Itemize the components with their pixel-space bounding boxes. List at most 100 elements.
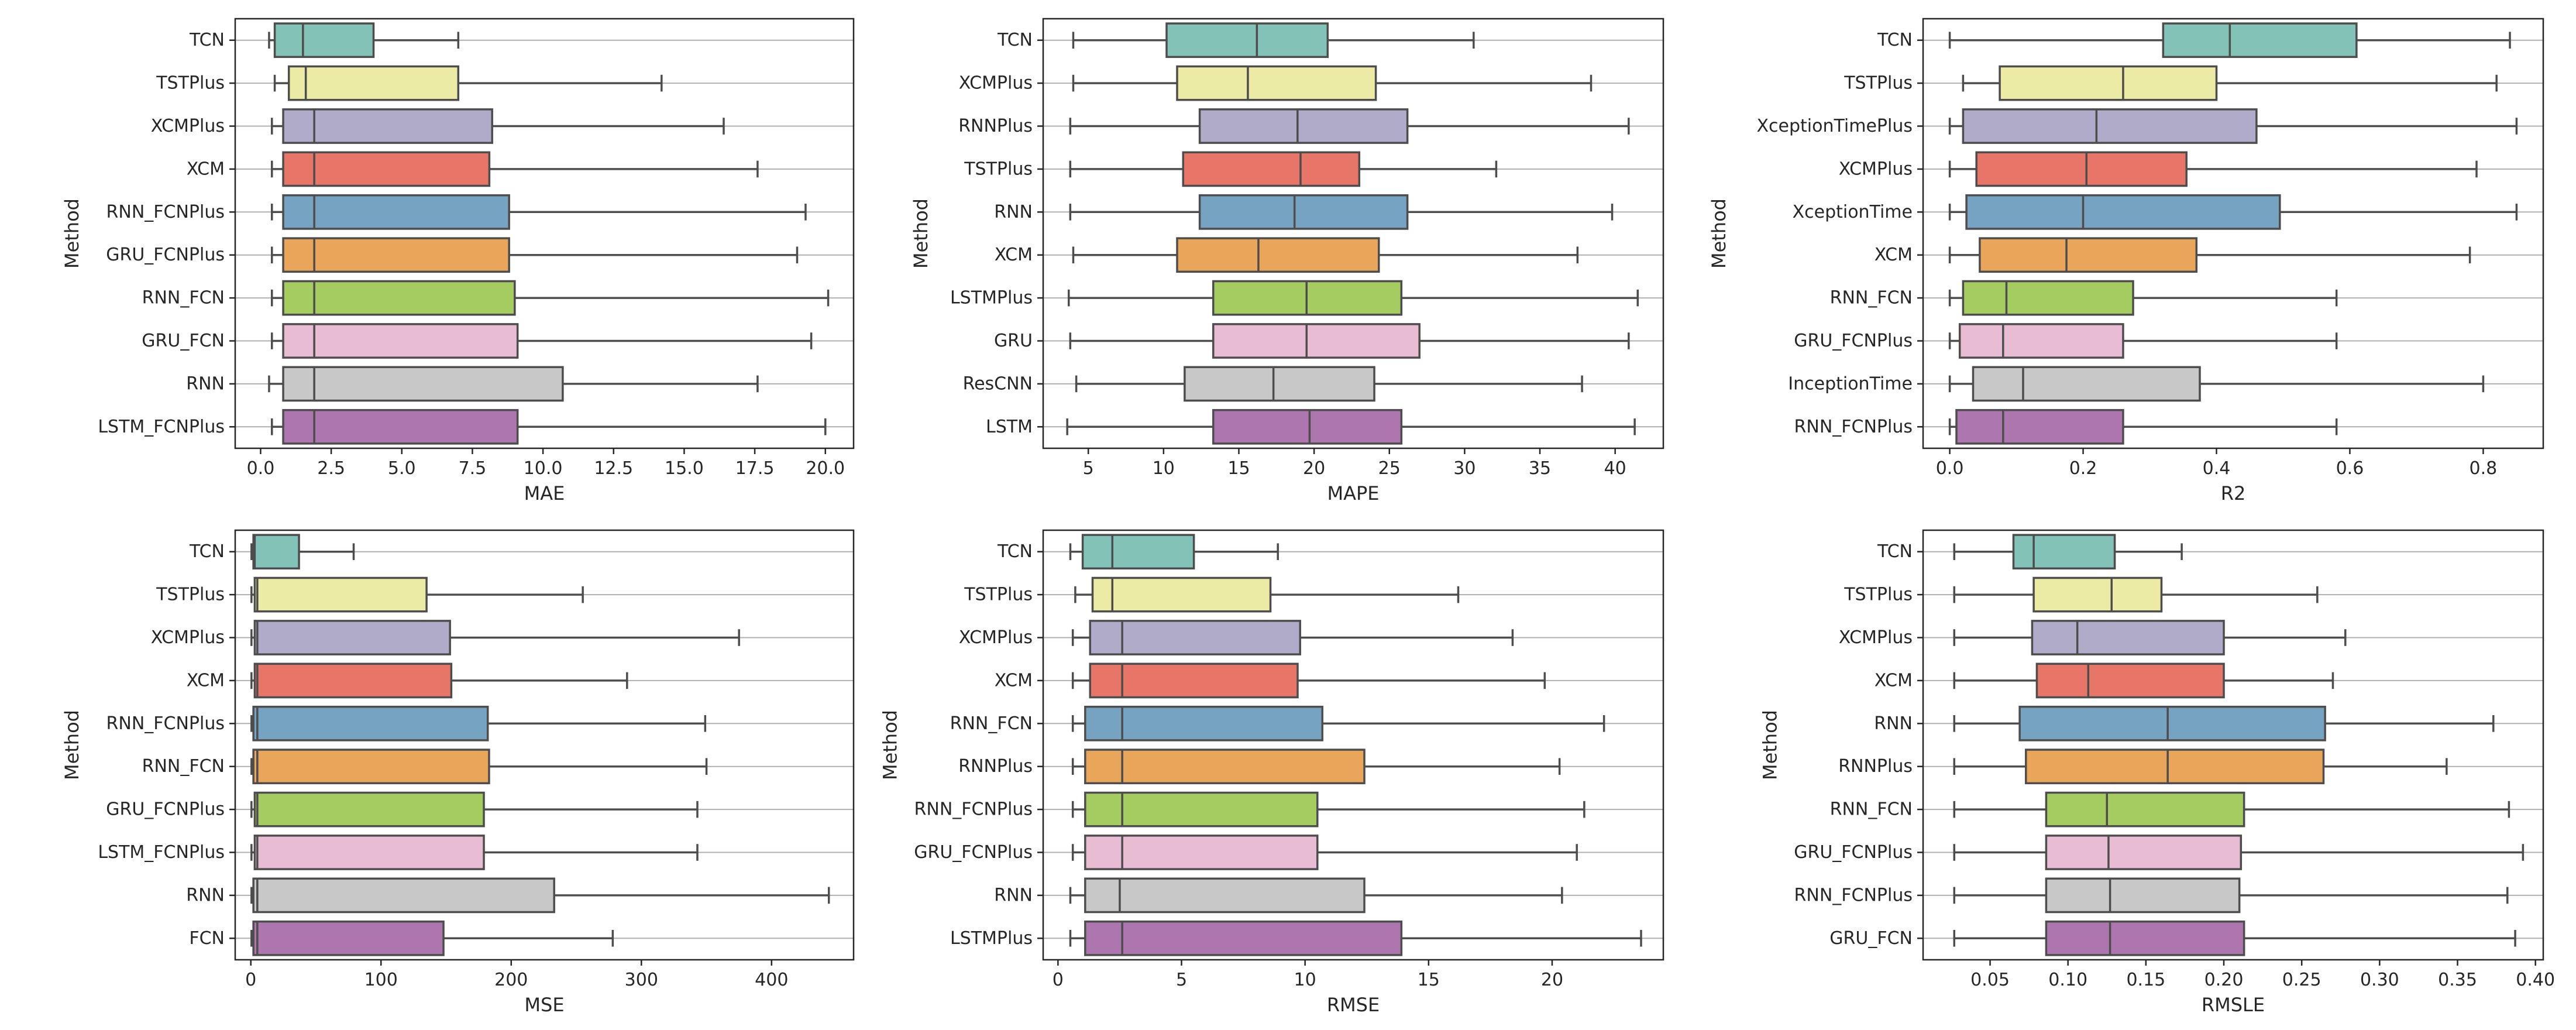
- y-tick-label: XCM: [1875, 245, 1913, 265]
- box-iqr: [2162, 22, 2358, 59]
- box-iqr: [2045, 920, 2245, 956]
- box-iqr: [1182, 151, 1361, 187]
- box-xceptiontime: [1948, 194, 2518, 230]
- x-tick-label: 300: [625, 970, 658, 990]
- x-tick-label: 2.5: [317, 458, 345, 479]
- y-tick-label: RNN_FCN: [142, 756, 225, 777]
- chart-panel-mae: TCN TSTPlus XCMPlus XCM RNN_FCNPlus GRU_FCNPl…: [61, 18, 855, 504]
- y-tick-label: XCM: [187, 159, 225, 179]
- x-tick-label: 0.25: [2282, 970, 2322, 990]
- box-tstplus: [1953, 576, 2319, 613]
- x-tick-label: 0.10: [2048, 970, 2087, 990]
- y-tick-label: InceptionTime: [1788, 373, 1913, 394]
- y-tick-label: RNNPlus: [1838, 756, 1913, 777]
- box-iqr: [1084, 749, 1366, 785]
- x-tick-label: 0.8: [2470, 458, 2498, 479]
- x-tick-label: 0.4: [2203, 458, 2231, 479]
- box-tstplus: [1069, 151, 1498, 187]
- x-tick-label: 100: [364, 970, 398, 990]
- box-iqr: [1962, 280, 2134, 316]
- y-axis-label: Method: [910, 198, 932, 269]
- box-iqr: [1084, 835, 1319, 870]
- y-tick-label: RNN_FCNPlus: [914, 799, 1033, 820]
- x-tick-label: 17.5: [735, 458, 775, 479]
- y-tick-label: RNNPlus: [958, 116, 1033, 136]
- x-tick-label: 0: [1053, 970, 1064, 990]
- box-iqr: [1089, 662, 1299, 699]
- box-fcn: [250, 920, 614, 956]
- y-tick-label: RNN_FCN: [950, 713, 1033, 734]
- chart-panel-rmse: TCN TSTPlus XCMPlus XCM RNN_FCN RNNPlus RNN_FC…: [879, 529, 1664, 1016]
- box-iqr: [282, 408, 519, 445]
- box-iqr: [1198, 194, 1409, 230]
- x-tick-label: 0.0: [1936, 458, 1964, 479]
- box-iqr: [2032, 576, 2163, 613]
- y-tick-label: LSTMPlus: [950, 928, 1033, 949]
- y-tick-label: XCMPlus: [959, 73, 1033, 94]
- box-iqr: [1084, 920, 1403, 956]
- y-tick-label: TCN: [1877, 541, 1913, 562]
- y-tick-label: RNNPlus: [958, 756, 1033, 777]
- x-tick-label: 25: [1378, 458, 1401, 479]
- box-rnn-fcn: [1948, 280, 2338, 316]
- box-iqr: [1176, 65, 1377, 101]
- chart-panel-r2: TCN TSTPlus XceptionTimePlus XCMPlus Xceptio…: [1708, 18, 2544, 504]
- box-iqr: [253, 620, 451, 655]
- box-rnn-fcnplus: [270, 194, 807, 230]
- x-tick-label: 0.2: [2069, 458, 2097, 479]
- box-iqr: [1975, 151, 2188, 187]
- box-gru-fcnplus: [1953, 835, 2525, 870]
- box-iqr: [1212, 323, 1421, 359]
- box-iqr: [1979, 237, 2198, 273]
- x-axis-label: MAPE: [1327, 482, 1379, 504]
- x-tick-label: 200: [494, 970, 528, 990]
- box-iqr: [252, 749, 490, 785]
- box-rnnplus: [1069, 108, 1630, 144]
- x-tick-label: 0.0: [247, 458, 275, 479]
- box-iqr: [1084, 705, 1323, 741]
- box-iqr: [282, 323, 519, 359]
- box-rnn: [268, 366, 759, 402]
- chart-panel-rmsle: TCN TSTPlus XCMPlus XCM RNN RNNPlus RNN_FCN GRU…: [1759, 529, 2555, 1016]
- y-tick-label: XCMPlus: [1839, 159, 1913, 179]
- axes-frame: [234, 18, 855, 449]
- box-xcm: [270, 151, 759, 187]
- x-tick-label: 10: [1153, 458, 1175, 479]
- chart-panel-mse: TCN TSTPlus XCMPlus XCM RNN_FCNPlus RNN_FCN GR…: [61, 529, 855, 1016]
- box-lstmplus: [1067, 280, 1639, 316]
- box-tcn: [250, 534, 355, 570]
- box-tcn: [1069, 534, 1279, 570]
- y-tick-label: TSTPlus: [156, 585, 225, 605]
- y-tick-label: RNN: [186, 885, 225, 905]
- box-tstplus: [273, 65, 663, 101]
- chart-panel-mape: TCN XCMPlus RNNPlus TSTPlus RNN XCM LSTMPlus GR…: [910, 18, 1664, 504]
- x-tick-label: 400: [755, 970, 788, 990]
- box-iqr: [1084, 877, 1366, 914]
- y-tick-label: RNN_FCNPlus: [106, 713, 225, 734]
- box-iqr: [253, 662, 453, 699]
- y-tick-label: TSTPlus: [156, 73, 225, 94]
- box-xcmplus: [1072, 65, 1593, 101]
- box-rnnplus: [1071, 749, 1561, 785]
- box-rnn: [250, 877, 830, 914]
- x-tick-label: 0.6: [2336, 458, 2364, 479]
- y-axis-label: Method: [879, 710, 902, 780]
- y-tick-label: XCMPlus: [959, 627, 1033, 648]
- y-tick-label: RNN: [994, 202, 1033, 222]
- axes-frame: [1042, 529, 1664, 961]
- x-tick-label: 0.35: [2438, 970, 2477, 990]
- x-axis-label: MSE: [524, 994, 564, 1016]
- box-gru-fcnplus: [1071, 835, 1578, 870]
- box-iqr: [2025, 749, 2325, 785]
- box-tcn: [268, 22, 460, 59]
- y-tick-label: GRU_FCN: [142, 331, 225, 351]
- y-axis-label: Method: [1759, 710, 1781, 780]
- box-lstm-fcnplus: [270, 408, 827, 445]
- x-tick-label: 0.30: [2360, 970, 2399, 990]
- box-tstplus: [1962, 65, 2498, 101]
- box-iqr: [253, 576, 428, 613]
- box-lstm: [1066, 408, 1636, 445]
- box-iqr: [282, 280, 516, 316]
- box-iqr: [253, 835, 485, 870]
